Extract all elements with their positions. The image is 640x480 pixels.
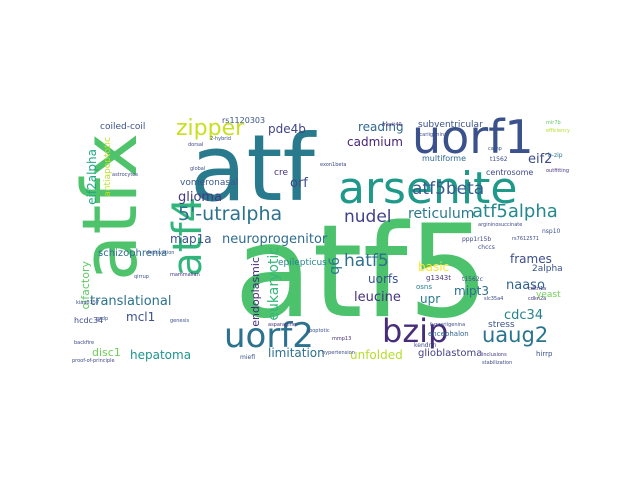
word: multiforme	[422, 154, 467, 163]
word: nudel	[344, 207, 392, 227]
word: mipt3	[454, 284, 489, 298]
word: inclusions	[482, 352, 507, 358]
word: t1562	[490, 156, 508, 163]
word: disc1	[92, 346, 121, 359]
word: 2alpha	[532, 264, 563, 274]
word: global	[190, 166, 206, 172]
word: 5'-utralpha	[178, 203, 283, 225]
word: upr	[420, 292, 441, 306]
word: eif2	[528, 152, 553, 167]
word: orf	[290, 176, 308, 191]
word: unfolded	[350, 348, 403, 362]
word: fuzzeriigenina	[430, 322, 466, 328]
word: neuroprogenitor	[222, 232, 328, 247]
word: arsenite	[338, 163, 518, 214]
word: cdkn1a	[528, 286, 547, 292]
word: hatf5	[344, 251, 389, 271]
word: uorf2	[224, 316, 314, 356]
word: bzip	[382, 312, 449, 350]
word: g1343t	[426, 274, 452, 282]
word: translational	[90, 294, 172, 309]
word: vomeronasal	[180, 178, 239, 188]
word: stress	[488, 320, 515, 330]
word: atf	[190, 115, 315, 222]
word: q6	[327, 257, 343, 275]
word: encephalon	[428, 330, 469, 338]
word: endoplasmic	[249, 257, 262, 327]
word: ppp1r15b	[462, 236, 492, 243]
word: genesis	[170, 318, 190, 324]
word: asparagine	[268, 322, 296, 328]
word: exon1beta	[320, 162, 347, 168]
word: naaso	[506, 278, 545, 293]
word: schizophrenia	[98, 248, 168, 259]
word: mir7b	[546, 120, 561, 126]
word: coiled-coil	[100, 122, 146, 132]
word: centrosome	[486, 168, 534, 177]
word: mmp13	[332, 336, 352, 342]
word: uorfs	[368, 272, 399, 286]
word: uaug2	[482, 323, 549, 347]
word: gsdp	[96, 316, 109, 322]
word: osns	[416, 283, 433, 291]
word: hirrp	[536, 350, 553, 358]
word: kendrin	[414, 342, 437, 349]
word: atf5beta	[412, 179, 485, 199]
word: hcdc34	[74, 316, 104, 325]
word: mammalian	[170, 272, 200, 278]
word: reticulum	[408, 206, 475, 222]
word: glioblastoma	[418, 348, 483, 359]
word: cdkn2a	[528, 296, 547, 302]
word: map1a	[170, 232, 212, 246]
word: 2-hybrid	[210, 136, 231, 142]
word: cdc34	[504, 308, 544, 323]
word: mcl1	[126, 310, 156, 324]
word: eif2alpha	[85, 149, 99, 205]
word: glioma	[178, 190, 223, 205]
word: cre	[274, 168, 288, 178]
word: chccs	[478, 244, 495, 251]
word: nsp10	[542, 228, 561, 235]
word: miefl	[240, 354, 255, 361]
word: b-zip	[548, 152, 563, 159]
word: efficiency	[546, 128, 571, 134]
word: icariigenina	[418, 132, 448, 138]
word: cadmium	[347, 135, 403, 149]
word: reading	[358, 120, 404, 134]
word: slc35a4	[484, 296, 504, 302]
word: apoptotic	[306, 328, 330, 334]
word: outfitting	[546, 168, 569, 174]
word-cloud: atf5 atf atfx uorf1 arsenite atf4 uorf2 …	[72, 111, 577, 369]
word: astrocytes	[112, 172, 138, 178]
word: hypertension	[322, 350, 355, 356]
word: qirrup	[134, 274, 149, 280]
word: camp	[488, 146, 502, 152]
word: proof-of-principle	[72, 358, 115, 364]
word: stabilization	[482, 360, 513, 366]
word: rs1120303	[222, 116, 266, 125]
word: rs7612571	[512, 236, 539, 242]
word: dorsal	[188, 142, 204, 148]
word: deprivation	[146, 250, 175, 256]
word: t1562c	[462, 276, 483, 283]
word: hepatoma	[130, 348, 192, 362]
word: atf5	[234, 198, 490, 347]
word: backfire	[74, 340, 95, 346]
word: leucine	[354, 290, 401, 305]
word: epilepticus	[278, 258, 327, 268]
word: zipper	[176, 116, 245, 141]
word: limitation	[268, 346, 325, 360]
word: frames	[510, 252, 552, 266]
word: uorf1	[412, 111, 534, 164]
word: basic	[418, 260, 450, 274]
word: argininosuccinate	[478, 222, 523, 228]
word: pde4b	[268, 122, 306, 136]
word: subventricular	[418, 120, 483, 130]
word: antiapoptotic	[103, 137, 113, 197]
word: merit40	[382, 122, 402, 128]
word: yeast	[536, 290, 561, 300]
word: atf5alpha	[472, 201, 558, 222]
word: kiaa0157	[76, 300, 100, 306]
